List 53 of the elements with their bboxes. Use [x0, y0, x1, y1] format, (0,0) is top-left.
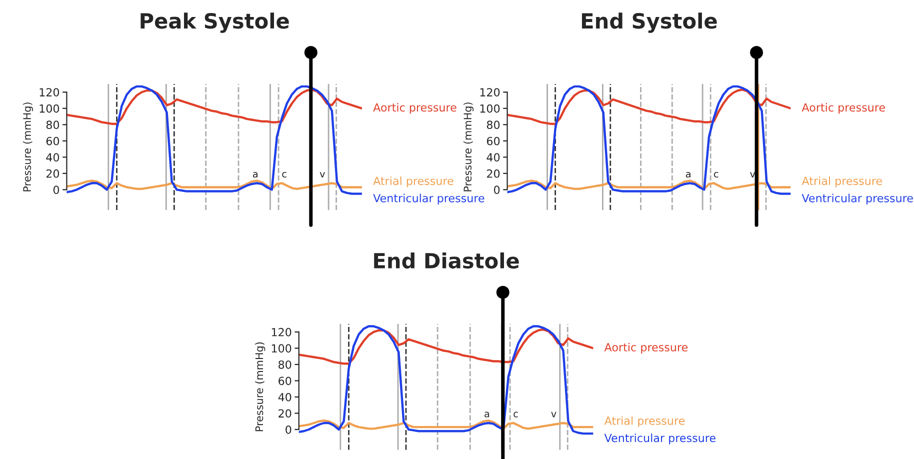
y-tick-label: 20: [46, 169, 60, 178]
y-tick-label: 120: [40, 88, 60, 97]
series-label: Ventricular pressure: [604, 434, 716, 444]
line-series: [507, 85, 791, 195]
y-tick-label: 80: [278, 360, 292, 369]
annotation: a: [252, 172, 258, 178]
line-series: [66, 85, 362, 195]
line-series: [66, 88, 362, 125]
series-label: Aortic pressure: [604, 342, 688, 354]
y-tick-label: 40: [46, 153, 60, 162]
y-axis-title: Pressure (mmHg): [22, 102, 34, 192]
series-label: Ventricular pressure: [802, 194, 913, 204]
y-tick-label: 120: [480, 88, 500, 97]
annotation: v: [320, 172, 325, 178]
annotation: v: [551, 412, 556, 418]
y-tick-label: 40: [278, 392, 292, 402]
y-tick-label: 20: [278, 409, 292, 418]
y-tick-label: 100: [480, 104, 500, 113]
series-label: Atrial pressure: [604, 416, 685, 428]
y-axis-title: Pressure (mmHg): [463, 102, 474, 192]
annotation: a: [686, 172, 690, 178]
line-series: [298, 325, 594, 435]
y-tick-label: 0: [286, 425, 292, 434]
line-series: [298, 328, 594, 365]
series-label: Aortic pressure: [373, 103, 456, 114]
y-tick-label: 60: [486, 136, 500, 146]
annotation: c: [714, 172, 718, 178]
series-label: Ventricular pressure: [373, 194, 484, 204]
line-series: [507, 88, 791, 125]
y-tick-label: 100: [40, 104, 60, 113]
y-tick-label: 120: [272, 328, 292, 336]
line-series: [298, 419, 594, 430]
y-tick-label: 0: [494, 186, 500, 194]
y-tick-label: 0: [53, 186, 60, 194]
annotation: v: [750, 172, 756, 178]
y-tick-label: 100: [272, 344, 292, 353]
y-tick-label: 20: [487, 169, 500, 178]
series-label: Aortic pressure: [802, 103, 885, 114]
chart-title: Peak Systole: [140, 12, 289, 33]
annotation: c: [514, 412, 518, 418]
line-series: [66, 180, 362, 190]
y-tick-label: 40: [486, 153, 500, 162]
y-tick-label: 60: [278, 376, 292, 386]
series-label: Atrial pressure: [802, 176, 882, 188]
y-axis-title: Pressure (mmHg): [255, 342, 266, 432]
y-tick-label: 60: [46, 136, 60, 146]
chart-title: End Diastole: [374, 252, 519, 269]
y-tick-label: 80: [46, 120, 60, 130]
annotation: a: [484, 412, 490, 418]
chart-title: End Systole: [582, 12, 717, 33]
series-label: Atrial pressure: [373, 176, 454, 188]
y-tick-label: 80: [486, 120, 500, 130]
annotation: c: [282, 172, 286, 178]
